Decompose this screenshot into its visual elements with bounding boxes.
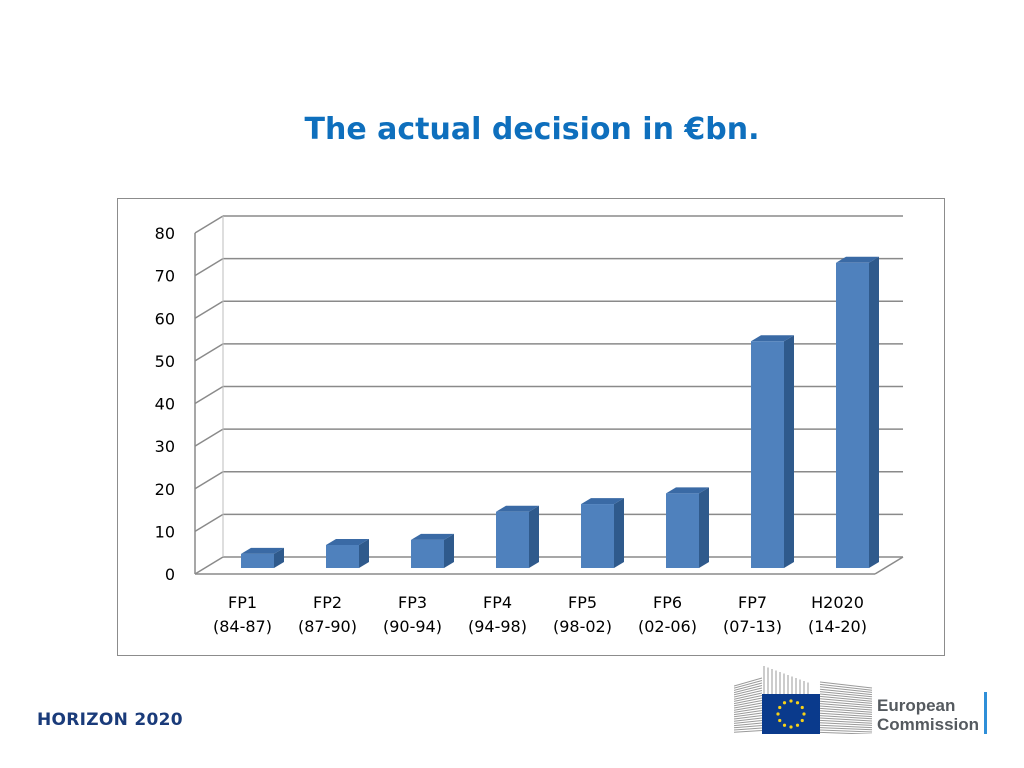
eu-star-icon xyxy=(789,699,793,703)
bar xyxy=(581,504,614,568)
bar xyxy=(241,553,274,568)
y-tick-label: 0 xyxy=(165,565,175,584)
bar-chart: 0 10 20 30 40 50 60 70 80 FP1 (84-87) FP2 (87-90) FP3… xyxy=(155,215,904,636)
x-tick-label-period: (87-90) xyxy=(298,617,357,636)
ec-accent-bar xyxy=(984,692,987,734)
bar xyxy=(326,544,359,568)
eu-star-icon xyxy=(778,718,782,723)
bar-side xyxy=(444,533,454,568)
y-tick-label: 60 xyxy=(155,309,175,328)
bar-top xyxy=(496,505,539,512)
x-tick-label-period: (02-06) xyxy=(638,617,697,636)
x-tick-label-period: (07-13) xyxy=(723,617,782,636)
bar xyxy=(836,262,869,568)
bar xyxy=(496,511,529,568)
bar-top xyxy=(751,335,794,342)
eu-star-icon xyxy=(800,705,804,710)
x-tick-label-period: (84-87) xyxy=(213,617,272,636)
y-tick-label: 80 xyxy=(155,224,175,243)
eu-star-icon xyxy=(782,723,787,727)
x-tick-label: FP4 xyxy=(483,593,512,612)
floor-edge xyxy=(874,556,904,575)
eu-star-icon xyxy=(789,725,793,729)
eu-star-icon xyxy=(795,723,800,727)
bar-top xyxy=(666,487,709,494)
bar-side xyxy=(699,487,709,568)
eu-star-icon xyxy=(800,718,804,723)
gridline-depth xyxy=(194,300,224,319)
bar-side xyxy=(614,498,624,568)
x-tick-label: FP2 xyxy=(313,593,342,612)
gridline-depth xyxy=(194,343,224,362)
european-commission-wordmark: European Commission xyxy=(877,696,979,734)
horizon-2020-brand: HORIZON 2020 xyxy=(37,710,183,730)
gridline-depth xyxy=(194,471,224,490)
bar-side xyxy=(869,256,879,568)
y-tick-label: 10 xyxy=(155,522,175,541)
gridline-depth xyxy=(194,257,224,277)
bar-top xyxy=(411,533,454,540)
eu-star-icon xyxy=(776,712,780,716)
y-tick-label: 30 xyxy=(155,437,175,456)
bar-top xyxy=(836,256,879,263)
gridline-depth xyxy=(194,556,224,575)
bar-side xyxy=(359,538,369,568)
x-tick-label-period: (98-02) xyxy=(553,617,612,636)
chart-frame xyxy=(117,198,945,656)
x-tick-label-period: (94-98) xyxy=(468,617,527,636)
ec-line-2: Commission xyxy=(877,715,980,734)
bar-top xyxy=(241,547,284,554)
y-tick-label: 20 xyxy=(155,480,175,499)
bar-top xyxy=(581,498,624,505)
eu-star-icon xyxy=(795,701,800,705)
ec-line-1: European xyxy=(877,696,956,715)
bar-side xyxy=(274,547,284,568)
bar xyxy=(666,493,699,568)
bar-top xyxy=(326,538,369,545)
bar xyxy=(751,341,784,568)
y-tick-label: 50 xyxy=(155,352,175,371)
x-tick-label: FP6 xyxy=(653,593,682,612)
x-tick-label: FP7 xyxy=(738,593,767,612)
bar-side xyxy=(784,335,794,568)
x-tick-label: FP1 xyxy=(228,593,257,612)
eu-star-icon xyxy=(782,701,787,705)
bar-side xyxy=(529,505,539,568)
eu-star-icon xyxy=(778,705,782,710)
y-tick-label: 70 xyxy=(155,267,175,286)
slide-title: The actual decision in €bn. xyxy=(304,112,760,147)
x-tick-label: FP3 xyxy=(398,593,427,612)
gridline-depth xyxy=(194,513,224,533)
x-tick-label-period: (14-20) xyxy=(808,617,867,636)
european-commission-logo-icon xyxy=(734,666,873,734)
gridline-depth xyxy=(194,428,224,447)
gridline-depth xyxy=(194,215,224,234)
gridline-depth xyxy=(194,385,224,405)
bar xyxy=(411,539,444,568)
y-tick-label: 40 xyxy=(155,395,175,414)
x-tick-label: FP5 xyxy=(568,593,597,612)
x-tick-label: H2020 xyxy=(811,593,864,612)
eu-star-icon xyxy=(802,712,806,716)
x-tick-label-period: (90-94) xyxy=(383,617,442,636)
